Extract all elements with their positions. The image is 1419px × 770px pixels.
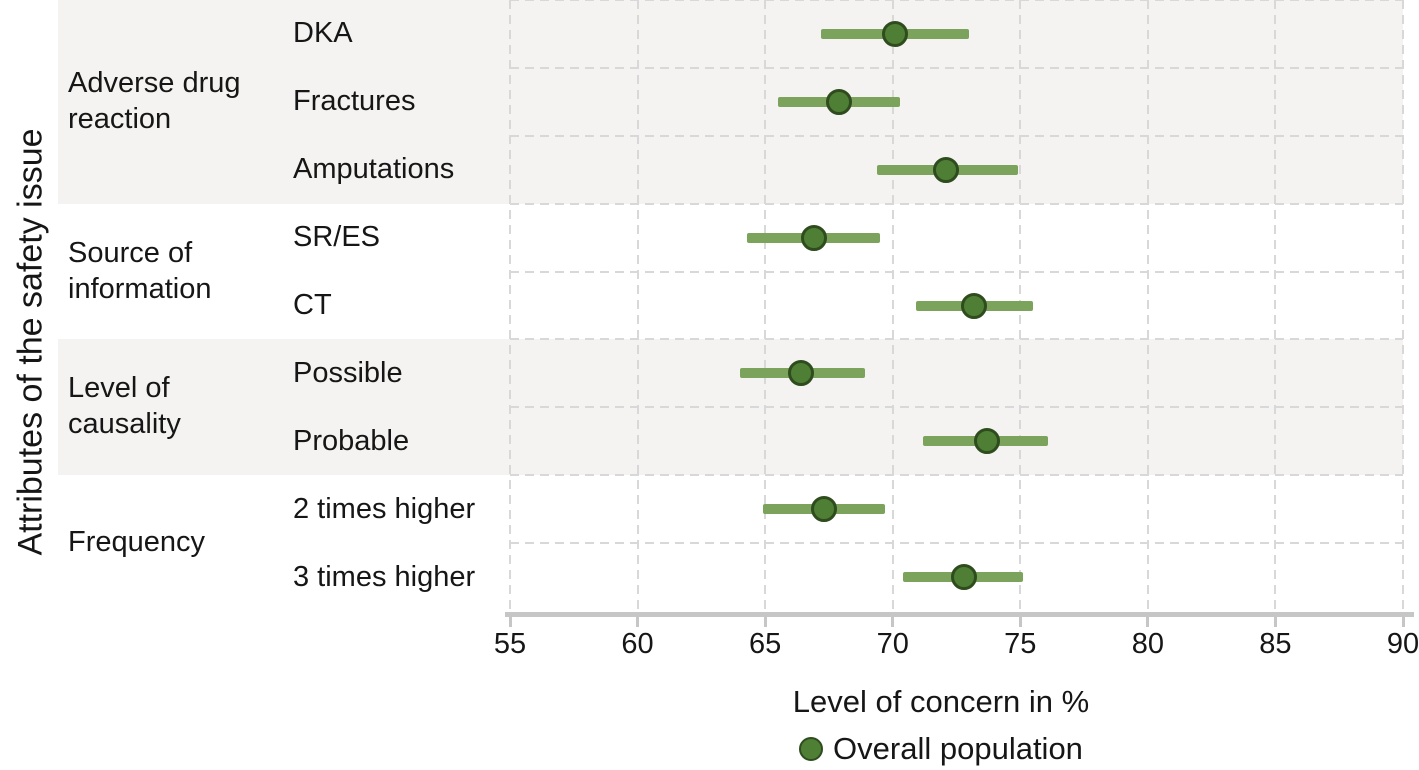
point-marker <box>810 496 837 523</box>
x-tick <box>763 617 767 627</box>
item-label: 3 times higher <box>293 560 476 593</box>
h-gridline <box>510 338 1403 341</box>
h-gridline <box>510 202 1403 205</box>
group-label: Level of causality <box>68 372 181 441</box>
point-marker <box>961 292 988 319</box>
x-tick-label: 65 <box>749 628 782 660</box>
v-gridline <box>1146 0 1149 611</box>
x-tick <box>1018 617 1022 627</box>
h-gridline <box>510 134 1403 137</box>
x-tick <box>1146 617 1150 627</box>
legend-label: Overall population <box>833 731 1083 766</box>
x-tick-label: 90 <box>1386 628 1419 660</box>
legend-marker-icon <box>799 737 824 761</box>
x-tick <box>1401 617 1405 627</box>
x-tick-label: 60 <box>621 628 654 660</box>
v-gridline <box>509 0 511 611</box>
x-tick <box>508 617 512 627</box>
h-gridline <box>510 406 1403 409</box>
x-axis-line <box>505 612 1414 617</box>
item-label: Possible <box>293 356 403 389</box>
group-band <box>58 0 1403 204</box>
v-gridline <box>1274 0 1277 611</box>
item-label: Probable <box>293 424 410 457</box>
x-tick-label: 75 <box>1004 628 1037 660</box>
h-gridline <box>510 0 1403 1</box>
v-gridline <box>891 0 894 611</box>
point-marker <box>933 156 960 183</box>
item-label: SR/ES <box>293 221 381 254</box>
item-label: DKA <box>293 17 353 50</box>
v-gridline <box>764 0 767 611</box>
x-tick-label: 85 <box>1259 628 1292 660</box>
h-gridline <box>510 66 1403 69</box>
h-gridline <box>510 542 1403 545</box>
x-tick <box>636 617 640 627</box>
group-label: Source of information <box>68 236 212 305</box>
x-tick-label: 80 <box>1131 628 1164 660</box>
legend: Overall population <box>463 731 1419 767</box>
item-label: 2 times higher <box>293 492 476 525</box>
point-marker <box>882 20 909 47</box>
item-label: Amputations <box>293 153 455 186</box>
group-label: Adverse drug reaction <box>68 66 241 135</box>
point-marker <box>974 428 1001 455</box>
x-tick-label: 55 <box>493 628 527 660</box>
x-tick <box>891 617 895 627</box>
group-label: Frequency <box>68 526 206 559</box>
x-axis-label: Level of concern in % <box>792 684 1090 719</box>
h-gridline <box>510 270 1403 273</box>
v-gridline <box>636 0 639 611</box>
item-label: CT <box>293 288 332 321</box>
point-marker <box>800 224 827 251</box>
x-tick <box>1273 617 1277 627</box>
h-gridline <box>510 474 1403 477</box>
point-marker <box>787 360 814 387</box>
x-tick-label: 70 <box>876 628 909 660</box>
point-marker <box>826 88 853 115</box>
v-gridline <box>1402 0 1404 611</box>
item-label: Fractures <box>293 85 416 118</box>
point-marker <box>951 564 978 591</box>
